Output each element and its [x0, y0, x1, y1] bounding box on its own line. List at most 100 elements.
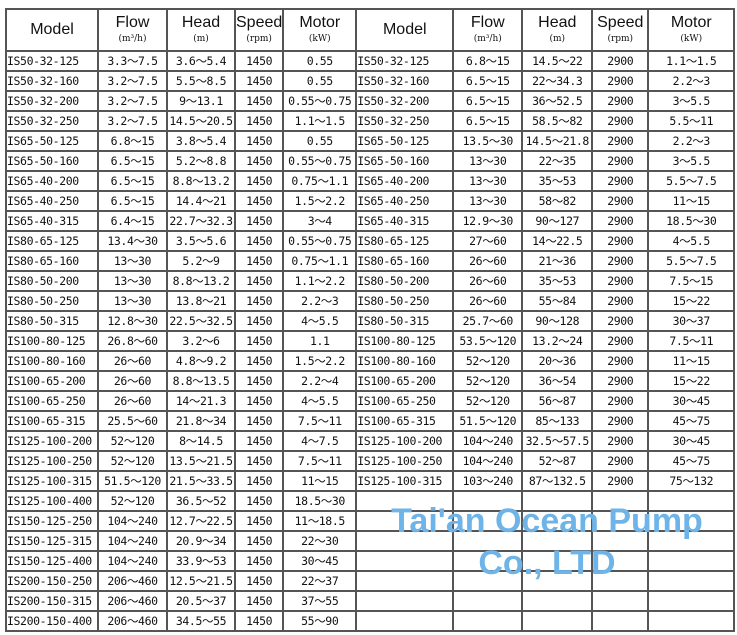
header-motor: Motor (kW) — [647, 8, 736, 52]
left-model-cell: IS200-150-400 — [5, 610, 99, 632]
left-speed-cell: 1450 — [233, 290, 285, 312]
header-head: Head (m) — [166, 8, 236, 52]
right-flow-cell — [452, 510, 524, 532]
right-motor-cell: 3～5.5 — [647, 90, 736, 112]
left-motor-cell: 11～18.5 — [282, 510, 358, 532]
left-flow-cell: 6.8～15 — [97, 130, 168, 152]
left-head-cell: 12.7～22.5 — [166, 510, 236, 532]
left-head-cell: 3.2～6 — [166, 330, 236, 352]
right-speed-cell: 2900 — [591, 70, 650, 92]
right-speed-cell: 2900 — [591, 250, 650, 272]
left-head-cell: 8～14.5 — [166, 430, 236, 452]
left-head-cell: 14.5～20.5 — [166, 110, 236, 132]
right-model-cell — [355, 490, 455, 512]
right-motor-cell: 5.5～7.5 — [647, 170, 736, 192]
left-motor-cell: 22～30 — [282, 530, 358, 552]
table-row: IS150-125-250 104～240 12.7～22.5 1450 11～18.5 — [5, 510, 736, 532]
left-head-cell: 5.2～8.8 — [166, 150, 236, 172]
right-model-cell: IS100-65-200 — [355, 370, 455, 392]
right-flow-cell: 6.8～15 — [452, 50, 524, 72]
left-speed-cell: 1450 — [233, 610, 285, 632]
right-model-cell: IS65-50-160 — [355, 150, 455, 172]
header-title: Model — [30, 21, 74, 38]
left-motor-cell: 0.55 — [282, 130, 358, 152]
right-motor-cell: 30～45 — [647, 390, 736, 412]
left-model-cell: IS125-100-200 — [5, 430, 99, 452]
left-motor-cell: 0.55 — [282, 50, 358, 72]
right-model-cell: IS50-32-125 — [355, 50, 455, 72]
left-flow-cell: 104～240 — [97, 530, 168, 552]
right-head-cell — [521, 530, 594, 552]
left-motor-cell: 11～15 — [282, 470, 358, 492]
left-motor-cell: 0.55～0.75 — [282, 150, 358, 172]
right-model-cell: IS50-32-200 — [355, 90, 455, 112]
right-head-cell: 90～127 — [521, 210, 594, 232]
left-model-cell: IS80-50-250 — [5, 290, 99, 312]
left-model-cell: IS150-125-315 — [5, 530, 99, 552]
right-flow-cell: 6.5～15 — [452, 110, 524, 132]
right-flow-cell: 13～30 — [452, 170, 524, 192]
table-row: IS65-50-125 6.8～15 3.8～5.4 1450 0.55 IS65-50-… — [5, 130, 736, 152]
left-motor-cell: 1.5～2.2 — [282, 190, 358, 212]
right-motor-cell: 1.1～1.5 — [647, 50, 736, 72]
right-motor-cell — [647, 530, 736, 552]
left-flow-cell: 52～120 — [97, 430, 168, 452]
pump-spec-table: Model Flow (m³/h) Head (m) Speed (rpm) Motor (kW… — [5, 8, 736, 632]
left-model-cell: IS125-100-315 — [5, 470, 99, 492]
left-speed-cell: 1450 — [233, 590, 285, 612]
left-model-cell: IS65-40-250 — [5, 190, 99, 212]
right-head-cell — [521, 590, 594, 612]
left-flow-cell: 13～30 — [97, 250, 168, 272]
left-motor-cell: 2.2～4 — [282, 370, 358, 392]
right-speed-cell: 2900 — [591, 130, 650, 152]
right-motor-cell: 3～5.5 — [647, 150, 736, 172]
right-speed-cell: 2900 — [591, 350, 650, 372]
right-motor-cell — [647, 510, 736, 532]
right-flow-cell: 12.9～30 — [452, 210, 524, 232]
header-model: Model — [5, 8, 99, 52]
right-head-cell: 22～34.3 — [521, 70, 594, 92]
right-flow-cell — [452, 590, 524, 612]
right-flow-cell: 25.7～60 — [452, 310, 524, 332]
right-motor-cell: 4～5.5 — [647, 230, 736, 252]
right-speed-cell: 2900 — [591, 290, 650, 312]
right-speed-cell — [591, 570, 650, 592]
right-model-cell: IS125-100-200 — [355, 430, 455, 452]
left-head-cell: 22.7～32.3 — [166, 210, 236, 232]
right-head-cell — [521, 510, 594, 532]
left-flow-cell: 6.5～15 — [97, 170, 168, 192]
left-model-cell: IS100-65-200 — [5, 370, 99, 392]
left-head-cell: 33.9～53 — [166, 550, 236, 572]
left-motor-cell: 0.55 — [282, 70, 358, 92]
left-flow-cell: 3.3～7.5 — [97, 50, 168, 72]
left-head-cell: 36.5～52 — [166, 490, 236, 512]
left-model-cell: IS65-50-125 — [5, 130, 99, 152]
right-speed-cell: 2900 — [591, 470, 650, 492]
left-head-cell: 8.8～13.2 — [166, 270, 236, 292]
table-row: IS65-40-250 6.5～15 14.4～21 1450 1.5～2.2 IS65-… — [5, 190, 736, 212]
header-title: Speed — [236, 14, 283, 31]
right-speed-cell — [591, 550, 650, 572]
right-speed-cell — [591, 530, 650, 552]
left-motor-cell: 37～55 — [282, 590, 358, 612]
left-model-cell: IS65-40-200 — [5, 170, 99, 192]
table-row: IS50-32-250 3.2～7.5 14.5～20.5 1450 1.1～1.5 IS… — [5, 110, 736, 132]
right-flow-cell: 26～60 — [452, 290, 524, 312]
left-flow-cell: 13～30 — [97, 270, 168, 292]
left-motor-cell: 22～37 — [282, 570, 358, 592]
left-model-cell: IS100-65-250 — [5, 390, 99, 412]
left-speed-cell: 1450 — [233, 370, 285, 392]
right-model-cell: IS65-40-250 — [355, 190, 455, 212]
right-flow-cell — [452, 490, 524, 512]
right-speed-cell: 2900 — [591, 270, 650, 292]
left-flow-cell: 6.5～15 — [97, 190, 168, 212]
table-row: IS100-65-200 26～60 8.8～13.5 1450 2.2～4 IS100-… — [5, 370, 736, 392]
left-speed-cell: 1450 — [233, 390, 285, 412]
left-motor-cell: 0.75～1.1 — [282, 250, 358, 272]
left-flow-cell: 104～240 — [97, 510, 168, 532]
right-model-cell: IS80-65-125 — [355, 230, 455, 252]
right-head-cell: 58～82 — [521, 190, 594, 212]
left-model-cell: IS200-150-250 — [5, 570, 99, 592]
right-speed-cell: 2900 — [591, 190, 650, 212]
table-row: IS125-100-315 51.5～120 21.5～33.5 1450 11～15 I… — [5, 470, 736, 492]
